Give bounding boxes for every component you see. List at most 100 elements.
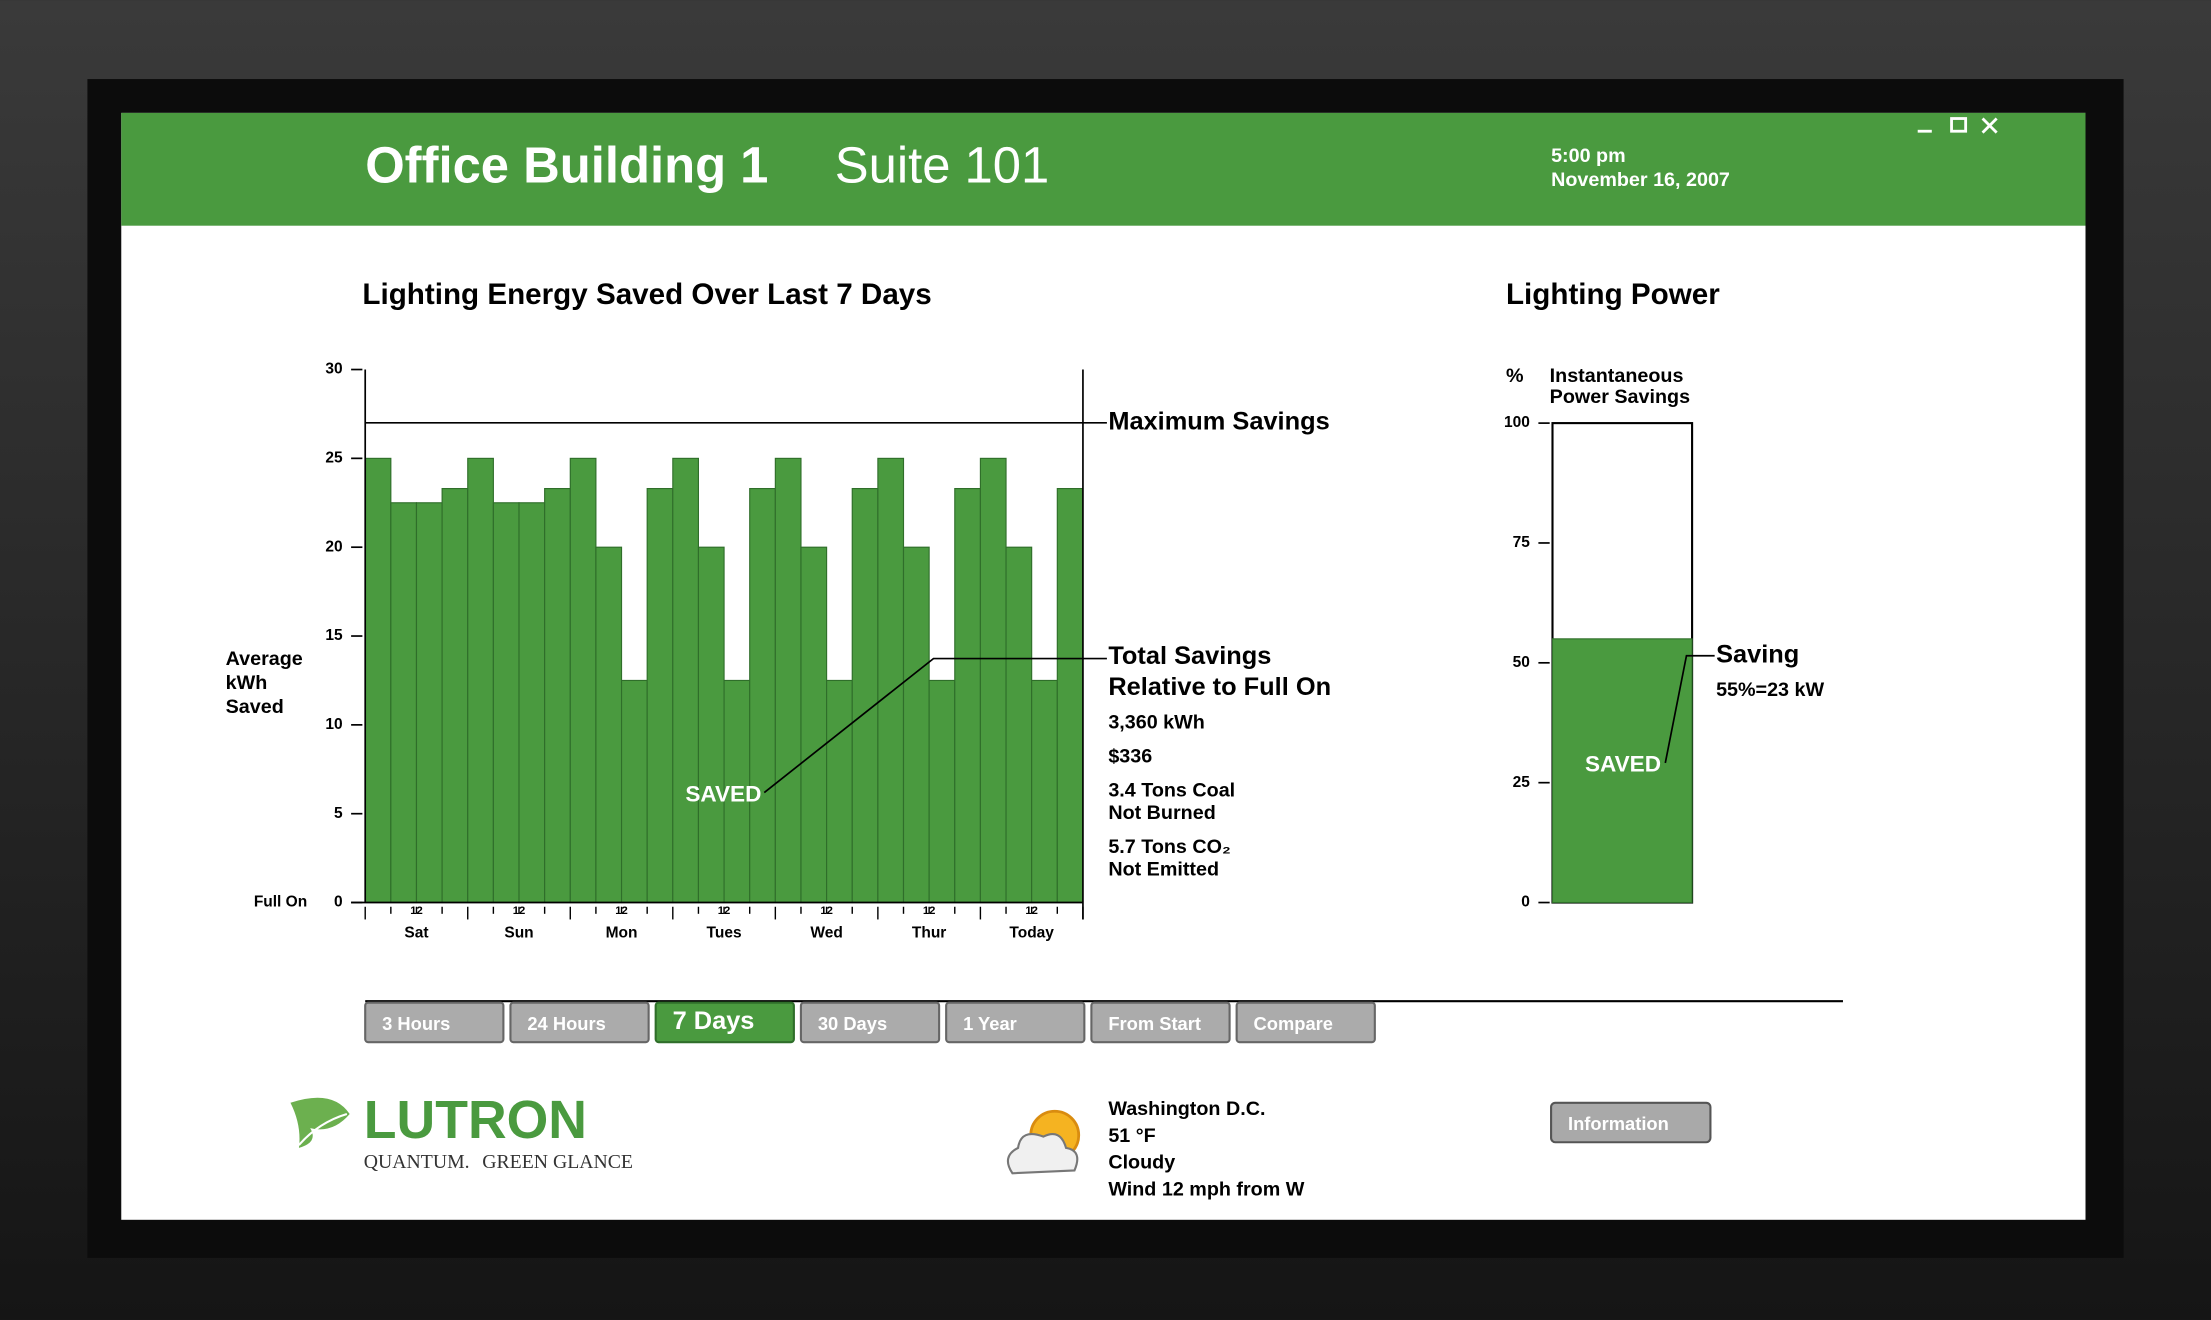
tab[interactable] (364, 1001, 505, 1044)
y-axis-label: % (1506, 365, 1524, 387)
bar (877, 457, 905, 904)
bar (697, 546, 725, 904)
saving-leader (1664, 654, 1715, 764)
tab-label[interactable]: 30 Days (818, 1013, 887, 1034)
saved-leader (763, 657, 1107, 794)
bar (851, 487, 879, 904)
totals-item: 5.7 Tons CO₂ (1108, 836, 1230, 858)
bar (620, 679, 648, 904)
bar (646, 487, 674, 904)
header-time: 5:00 pm (1551, 145, 1626, 167)
day-label: Sun (504, 925, 533, 942)
totals-item: 3.4 Tons Coal (1108, 779, 1235, 801)
noon-label: 12 (1025, 905, 1038, 917)
y-tick-label: 75 (1513, 534, 1531, 551)
tab-label[interactable]: Compare (1254, 1013, 1333, 1034)
header-title: Office Building 1 (365, 137, 768, 194)
logo-line2: GREEN GLANCE (482, 1151, 633, 1173)
y-tick-label: 5 (334, 805, 343, 822)
header-date: November 16, 2007 (1551, 169, 1730, 191)
y-tick-label: 25 (1513, 774, 1531, 791)
saved-label: SAVED (685, 781, 761, 806)
y-tick-label: 25 (325, 449, 343, 466)
y-tick-label: 30 (325, 361, 342, 378)
bar (979, 457, 1007, 904)
series-label: Instantaneous (1550, 365, 1684, 387)
weather-line: Cloudy (1108, 1152, 1175, 1174)
bar (800, 546, 828, 904)
logo-leaf-vein (298, 1113, 348, 1146)
totals-item: $336 (1108, 746, 1152, 768)
bar (390, 502, 418, 904)
bar (518, 502, 546, 904)
tab[interactable] (654, 1001, 795, 1044)
max-savings-label: Maximum Savings (1108, 408, 1329, 436)
tab-label[interactable]: 1 Year (963, 1013, 1017, 1034)
tab[interactable] (509, 1001, 650, 1044)
tab[interactable] (1235, 1001, 1376, 1044)
noon-label: 12 (410, 905, 423, 917)
tab-label[interactable]: From Start (1108, 1013, 1201, 1034)
bar (569, 457, 597, 904)
bar (467, 457, 494, 904)
tab[interactable] (799, 1001, 941, 1044)
header-subtitle: Suite 101 (835, 137, 1049, 194)
day-label: Sat (404, 925, 428, 942)
bar (954, 487, 981, 904)
maximize[interactable] (1950, 117, 1968, 133)
value-title: Saving (1716, 640, 1799, 668)
info-button[interactable] (1550, 1101, 1712, 1144)
bar (672, 457, 700, 904)
bar (1056, 487, 1084, 904)
tab[interactable] (1090, 1001, 1231, 1044)
tab-label[interactable]: 3 Hours (382, 1013, 450, 1034)
tab-label[interactable]: 24 Hours (527, 1013, 605, 1034)
y-tick-label: 10 (325, 716, 342, 733)
bar (492, 502, 520, 904)
bar (441, 487, 469, 904)
totals-item: Not Burned (1108, 802, 1215, 824)
noon-label: 12 (718, 905, 731, 917)
noon-label: 12 (820, 905, 833, 917)
window-controls[interactable] (1917, 117, 1998, 134)
bar (544, 487, 571, 904)
totals-title: Total Savings (1108, 642, 1271, 670)
bar (1551, 638, 1693, 904)
bar (749, 487, 776, 904)
bar (1005, 546, 1033, 904)
y-axis-label: Saved (226, 696, 284, 718)
logo-brand: LUTRON (364, 1090, 587, 1150)
day-label: Thur (912, 925, 946, 942)
day-label: Mon (606, 925, 638, 942)
noon-label: 12 (615, 905, 628, 917)
weather-line: Washington D.C. (1108, 1098, 1265, 1120)
bar (774, 457, 802, 904)
tab[interactable] (945, 1001, 1086, 1044)
weather-cloud (1006, 1133, 1079, 1175)
tab-label[interactable]: 7 Days (673, 1007, 755, 1035)
noon-label: 12 (513, 905, 526, 917)
bar (826, 679, 853, 904)
y-tick-label: 20 (325, 538, 342, 555)
y-tick-label: 15 (325, 627, 343, 644)
chart-title: Lighting Power (1506, 278, 1720, 311)
totals-item: Not Emitted (1108, 858, 1219, 880)
day-label: Today (1009, 925, 1054, 942)
day-label: Tues (707, 925, 742, 942)
info-button-label[interactable]: Information (1568, 1113, 1669, 1134)
bar (595, 546, 623, 904)
bar (928, 679, 956, 904)
weather-line: 51 °F (1108, 1125, 1155, 1147)
day-label: Wed (810, 925, 842, 942)
close[interactable] (1981, 117, 1998, 134)
y-tick-label: 50 (1513, 654, 1530, 671)
bar (902, 546, 930, 904)
bar (415, 502, 443, 904)
weather-line: Wind 12 mph from W (1108, 1178, 1304, 1200)
bar (364, 457, 392, 904)
y-tick-label: 0 (334, 894, 343, 911)
logo-leaf (290, 1097, 350, 1148)
y-tick-label: 100 (1504, 414, 1530, 431)
bar (1031, 679, 1058, 904)
value-label: 55%=23 kW (1716, 679, 1824, 701)
